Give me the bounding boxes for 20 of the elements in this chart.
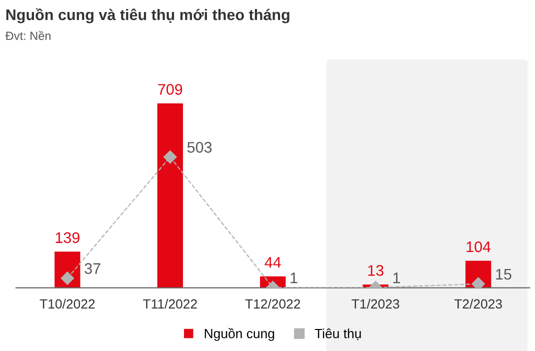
x-tick-label: T12/2022 xyxy=(245,298,300,309)
chart-title: Nguồn cung và tiêu thụ mới theo tháng xyxy=(6,8,290,24)
bar xyxy=(157,103,183,288)
data-label: 1 xyxy=(393,272,400,284)
x-tick-label: T2/2023 xyxy=(454,298,502,309)
x-tick-label: T1/2023 xyxy=(352,298,400,309)
x-tick-label: T11/2022 xyxy=(143,298,197,309)
data-label: 37 xyxy=(84,263,100,274)
legend-label: Nguồn cung xyxy=(204,328,274,341)
data-label: 503 xyxy=(187,142,212,153)
data-label: 104 xyxy=(466,241,491,252)
legend-label: Tiêu thụ xyxy=(314,328,361,340)
x-tick-label: T10/2022 xyxy=(40,298,95,309)
data-label: 13 xyxy=(368,265,384,276)
data-label: 1 xyxy=(290,272,298,284)
data-label: 15 xyxy=(496,269,512,280)
chart-subtitle: Đvt: Nền xyxy=(5,30,51,40)
data-label: 709 xyxy=(158,84,182,95)
data-label: 44 xyxy=(264,257,281,268)
data-label: 139 xyxy=(56,232,80,244)
